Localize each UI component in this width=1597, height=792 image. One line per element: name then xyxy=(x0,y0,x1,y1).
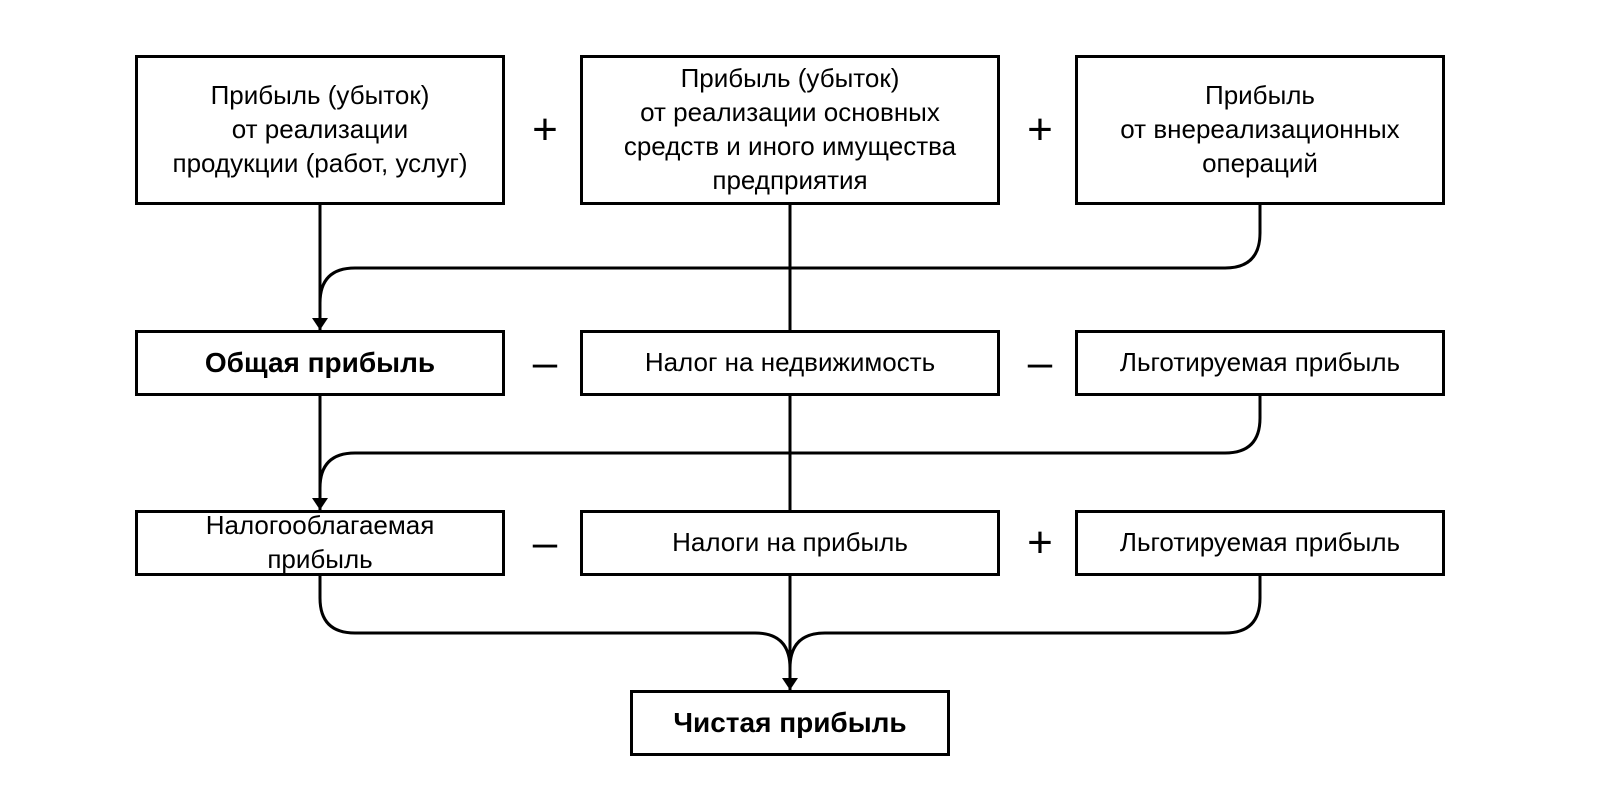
box-total-profit: Общая прибыль xyxy=(135,330,505,396)
box-profit-from-assets: Прибыль (убыток)от реализации основныхср… xyxy=(580,55,1000,205)
operator-plus: + xyxy=(1015,518,1065,568)
profit-flowchart: Прибыль (убыток)от реализациипродукции (… xyxy=(0,0,1597,792)
operator-symbol: – xyxy=(533,338,557,388)
operator-symbol: – xyxy=(1028,338,1052,388)
box-preferential-profit: Льготируемая прибыль xyxy=(1075,330,1445,396)
operator-minus: – xyxy=(520,518,570,568)
box-profit-from-products: Прибыль (убыток)от реализациипродукции (… xyxy=(135,55,505,205)
operator-symbol: + xyxy=(1027,105,1053,155)
operator-plus: + xyxy=(520,105,570,155)
box-label: Налог на недвижимость xyxy=(645,346,935,380)
box-profit-taxes: Налоги на прибыль xyxy=(580,510,1000,576)
box-label: Общая прибыль xyxy=(205,345,435,381)
operator-minus: – xyxy=(1015,338,1065,388)
box-property-tax: Налог на недвижимость xyxy=(580,330,1000,396)
box-taxable-profit: Налогооблагаемая прибыль xyxy=(135,510,505,576)
operator-minus: – xyxy=(520,338,570,388)
operator-plus: + xyxy=(1015,105,1065,155)
box-label: Льготируемая прибыль xyxy=(1120,346,1400,380)
operator-symbol: + xyxy=(532,105,558,155)
box-label: Прибыльот внереализационныхопераций xyxy=(1120,79,1399,180)
box-label: Льготируемая прибыль xyxy=(1120,526,1400,560)
box-preferential-profit-2: Льготируемая прибыль xyxy=(1075,510,1445,576)
operator-symbol: – xyxy=(533,518,557,568)
box-label: Налогооблагаемая прибыль xyxy=(150,509,490,577)
box-label: Прибыль (убыток)от реализациипродукции (… xyxy=(173,79,468,180)
box-label: Прибыль (убыток)от реализации основныхср… xyxy=(624,62,956,197)
operator-symbol: + xyxy=(1027,518,1053,568)
box-profit-non-sales: Прибыльот внереализационныхопераций xyxy=(1075,55,1445,205)
box-label: Налоги на прибыль xyxy=(672,526,908,560)
box-net-profit: Чистая прибыль xyxy=(630,690,950,756)
box-label: Чистая прибыль xyxy=(673,705,906,741)
